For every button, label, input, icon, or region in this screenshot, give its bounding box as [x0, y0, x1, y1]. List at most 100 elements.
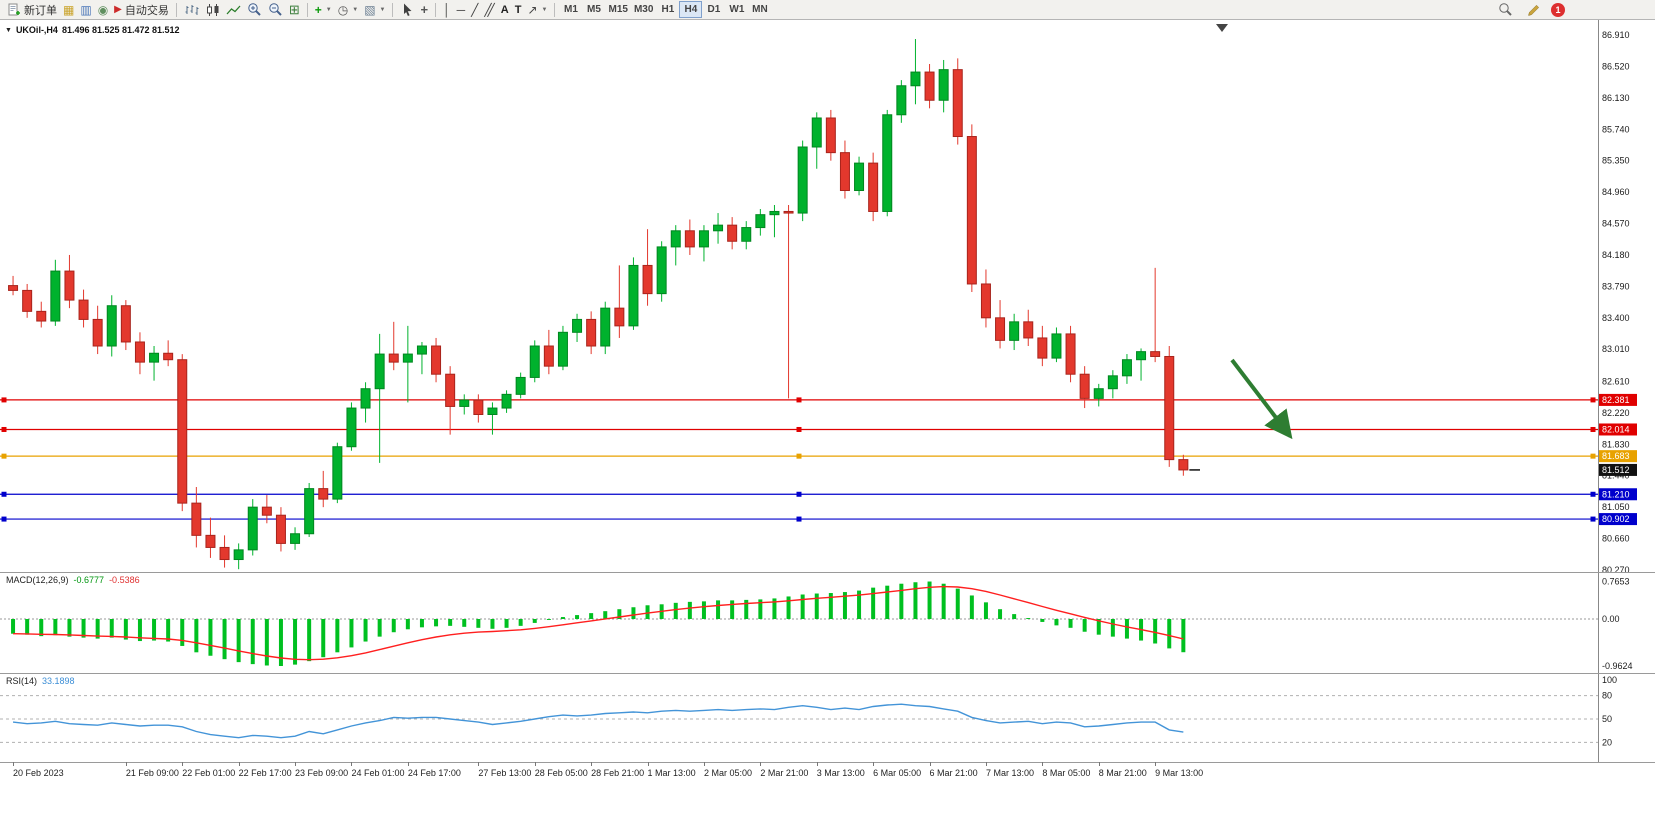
svg-text:83.790: 83.790: [1602, 281, 1630, 291]
svg-text:20: 20: [1602, 737, 1612, 747]
time-label: 3 Mar 13:00: [816, 762, 865, 778]
text-tool-button[interactable]: A: [498, 1, 512, 19]
candlestick-chart-button[interactable]: [202, 1, 223, 19]
chevron-down-icon: ▼: [352, 6, 359, 13]
time-label: 8 Mar 21:00: [1098, 762, 1147, 778]
time-label: 7 Mar 13:00: [985, 762, 1034, 778]
zoom-out-icon: [269, 3, 282, 16]
notification-badge[interactable]: 1: [1551, 2, 1565, 17]
svg-text:85.350: 85.350: [1602, 156, 1630, 166]
template-icon: ▧: [364, 2, 376, 17]
rsi-panel: 100 80 50 20 RSI(14) 33.1898: [0, 673, 1655, 762]
horizontal-line-tool-button[interactable]: ─: [454, 1, 469, 19]
tile-windows-button[interactable]: ⊞: [286, 1, 303, 19]
zoom-in-button[interactable]: [244, 1, 265, 19]
svg-text:80.660: 80.660: [1602, 534, 1630, 544]
line-chart-button[interactable]: [223, 1, 244, 19]
pencil-icon: [1528, 4, 1540, 16]
svg-text:82.381: 82.381: [1602, 395, 1630, 405]
timeframe-m1-button[interactable]: M1: [559, 1, 582, 18]
svg-text:81.210: 81.210: [1602, 489, 1630, 499]
rsi-canvas[interactable]: 100 80 50 20: [0, 674, 1655, 762]
time-label: 6 Mar 05:00: [873, 762, 922, 778]
svg-text:82.014: 82.014: [1602, 424, 1630, 434]
time-label: 8 Mar 05:00: [1042, 762, 1091, 778]
toolbar: 新订单 ▦ ▥ ◉ ▶ 自动交易: [0, 0, 1655, 20]
vertical-line-icon: │: [443, 2, 451, 17]
macd-canvas[interactable]: 0.7653 0.00 -0.9624: [0, 573, 1655, 673]
arrows-tool-button[interactable]: ↗ ▼: [524, 1, 550, 19]
trendline-icon: ╱: [471, 2, 479, 17]
periods-button[interactable]: ◷ ▼: [335, 1, 361, 19]
macd-label: MACD(12,26,9) -0.6777 -0.5386: [6, 575, 140, 585]
text-label-tool-button[interactable]: T: [512, 1, 525, 19]
time-label: 23 Feb 09:00: [295, 762, 349, 778]
svg-text:50: 50: [1602, 714, 1612, 724]
trendline-tool-button[interactable]: ╱: [468, 1, 481, 19]
timeframe-h4-button[interactable]: H4: [679, 1, 703, 18]
new-order-button[interactable]: 新订单: [4, 1, 60, 19]
bar-chart-icon: [185, 4, 199, 15]
svg-text:0.7653: 0.7653: [1602, 577, 1630, 587]
templates-button[interactable]: ▧ ▼: [361, 1, 388, 19]
rsi-value: 33.1898: [42, 676, 75, 686]
vertical-line-tool-button[interactable]: │: [440, 1, 454, 19]
time-axis[interactable]: 20 Feb 2023 21 Feb 09:00 22 Feb 01:00 22 Fe…: [0, 762, 1655, 782]
timeframe-m15-button[interactable]: M15: [605, 1, 630, 18]
arrow-tool-icon: ↗: [527, 2, 538, 17]
svg-text:84.180: 84.180: [1602, 250, 1630, 260]
svg-text:82.610: 82.610: [1602, 376, 1630, 386]
toolbar-right-group: 1: [1495, 1, 1565, 19]
search-button[interactable]: [1495, 1, 1516, 19]
line-chart-icon: [226, 5, 241, 14]
cursor-icon: [404, 3, 412, 16]
navigator-button[interactable]: ◉: [95, 1, 111, 19]
toolbar-separator: [306, 2, 308, 17]
svg-text:81.512: 81.512: [1602, 465, 1630, 475]
indicators-button[interactable]: + ▼: [312, 1, 335, 19]
zoom-in-icon: [248, 3, 261, 16]
symbol-title: UKOil-,H4: [15, 25, 58, 35]
timeframe-w1-button[interactable]: W1: [725, 1, 748, 18]
charts-button[interactable]: ▦: [60, 1, 77, 19]
time-label: 6 Mar 21:00: [929, 762, 978, 778]
zoom-out-button[interactable]: [265, 1, 286, 19]
time-label: 28 Feb 05:00: [534, 762, 588, 778]
svg-text:80.270: 80.270: [1602, 565, 1630, 572]
search-icon: [1499, 3, 1512, 16]
market-watch-button[interactable]: ▥: [77, 1, 94, 19]
timeframe-d1-button[interactable]: D1: [702, 1, 725, 18]
new-order-icon: [8, 3, 20, 15]
timeframe-h1-button[interactable]: H1: [656, 1, 679, 18]
time-label: 21 Feb 09:00: [125, 762, 179, 778]
svg-text:-0.9624: -0.9624: [1602, 661, 1633, 671]
svg-text:81.830: 81.830: [1602, 439, 1630, 449]
auto-trading-label: 自动交易: [124, 4, 169, 17]
price-chart-canvas[interactable]: 86.910 86.520 86.130 85.740 85.350 84.960 84.5…: [0, 20, 1655, 572]
time-label: 2 Mar 05:00: [703, 762, 752, 778]
time-label: 9 Mar 13:00: [1155, 762, 1204, 778]
svg-text:85.740: 85.740: [1602, 124, 1630, 134]
edit-button[interactable]: [1523, 1, 1544, 19]
add-indicator-icon: +: [314, 2, 322, 17]
navigator-icon: ◉: [97, 2, 109, 17]
macd-main-value: -0.6777: [73, 575, 105, 585]
chevron-down-icon: ▼: [325, 6, 332, 13]
bar-chart-button[interactable]: [181, 1, 202, 19]
clock-icon: ◷: [337, 2, 349, 17]
svg-text:0.00: 0.00: [1602, 614, 1620, 624]
cursor-button[interactable]: [397, 1, 417, 19]
auto-trading-icon: ▶: [114, 3, 122, 15]
timeframe-m30-button[interactable]: M30: [631, 1, 656, 18]
auto-trading-button[interactable]: ▶ 自动交易: [111, 1, 172, 19]
timeframe-mn-button[interactable]: MN: [748, 1, 771, 18]
channel-tool-button[interactable]: ╱╱: [481, 1, 497, 19]
svg-text:81.683: 81.683: [1602, 451, 1630, 461]
collapse-triangle-icon[interactable]: ▼: [5, 26, 12, 34]
svg-text:84.960: 84.960: [1602, 187, 1630, 197]
timeframe-m5-button[interactable]: M5: [582, 1, 605, 18]
crosshair-button[interactable]: +: [417, 1, 431, 19]
symbol-ohlc: 81.496 81.525 81.472 81.512: [61, 25, 180, 35]
svg-text:82.220: 82.220: [1602, 408, 1630, 418]
text-label-icon: T: [514, 3, 522, 16]
